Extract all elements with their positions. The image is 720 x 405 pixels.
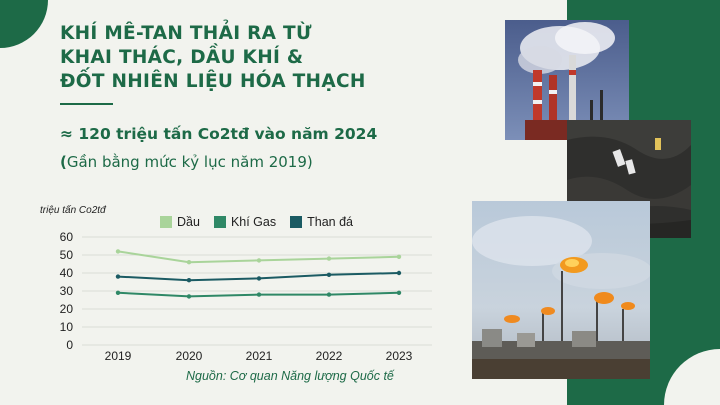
point-gas-2021 [256,292,262,297]
x-tick-label-2022: 2022 [316,349,343,363]
legend-item-gas: Khí Gas [213,215,277,229]
y-tick-label-40: 40 [60,266,74,280]
point-oil-2019 [115,249,121,254]
point-oil-2021 [256,258,262,263]
legend-label-coal: Than đá [307,215,353,229]
point-coal-2023 [396,270,402,276]
headline-stat: ≈ 120 triệu tấn Co2tđ vào năm 2024 [60,125,378,143]
source-note: Nguồn: Cơ quan Năng lượng Quốc tế [186,369,394,383]
y-tick-label-0: 0 [66,338,73,352]
title-line-3: ĐỐT NHIÊN LIỆU HÓA THẠCH [60,71,366,92]
y-tick-label-20: 20 [60,302,74,316]
page-title: KHÍ MÊ-TAN THẢI RA TỪ KHAI THÁC, DẦU KHÍ… [60,22,500,94]
subline-text: Gần bằng mức kỷ lục năm 2019) [66,153,313,171]
legend-swatch-gas [213,216,226,228]
point-coal-2020 [186,278,192,283]
point-oil-2023 [396,254,402,259]
point-oil-2022 [326,256,332,261]
x-tick-label-2019: 2019 [105,349,132,363]
subline-note: (Gần bằng mức kỷ lục năm 2019) [60,153,313,171]
legend-label-oil: Dầu [177,215,200,229]
chart-y-axis-label: triệu tấn Co2tđ [40,205,106,216]
point-coal-2021 [256,276,262,281]
y-tick-label-60: 60 [60,230,74,244]
legend-item-oil: Dầu [160,215,200,229]
point-oil-2020 [186,260,192,265]
point-gas-2020 [186,294,192,299]
x-tick-label-2023: 2023 [386,349,413,363]
point-gas-2022 [326,292,332,297]
legend-swatch-coal [290,216,303,228]
legend-swatch-oil [160,216,172,228]
subline-open-paren: ( [60,153,67,171]
x-tick-label-2020: 2020 [176,349,203,363]
title-line-1: KHÍ MÊ-TAN THẢI RA TỪ [60,23,312,44]
point-coal-2019 [115,274,121,279]
point-coal-2022 [326,272,332,277]
point-gas-2023 [396,290,402,295]
chart-legend: Dầu Khí Gas Than đá [160,215,353,229]
legend-label-gas: Khí Gas [230,215,277,229]
title-line-2: KHAI THÁC, DẦU KHÍ & [60,47,304,68]
y-tick-label-30: 30 [60,284,74,298]
photo-gas-flares [472,201,650,379]
y-tick-label-10: 10 [60,320,74,334]
title-underline [60,103,113,105]
legend-item-coal: Than đá [290,215,353,229]
x-tick-label-2021: 2021 [246,349,273,363]
point-gas-2019 [115,290,121,295]
y-tick-label-50: 50 [60,248,74,262]
